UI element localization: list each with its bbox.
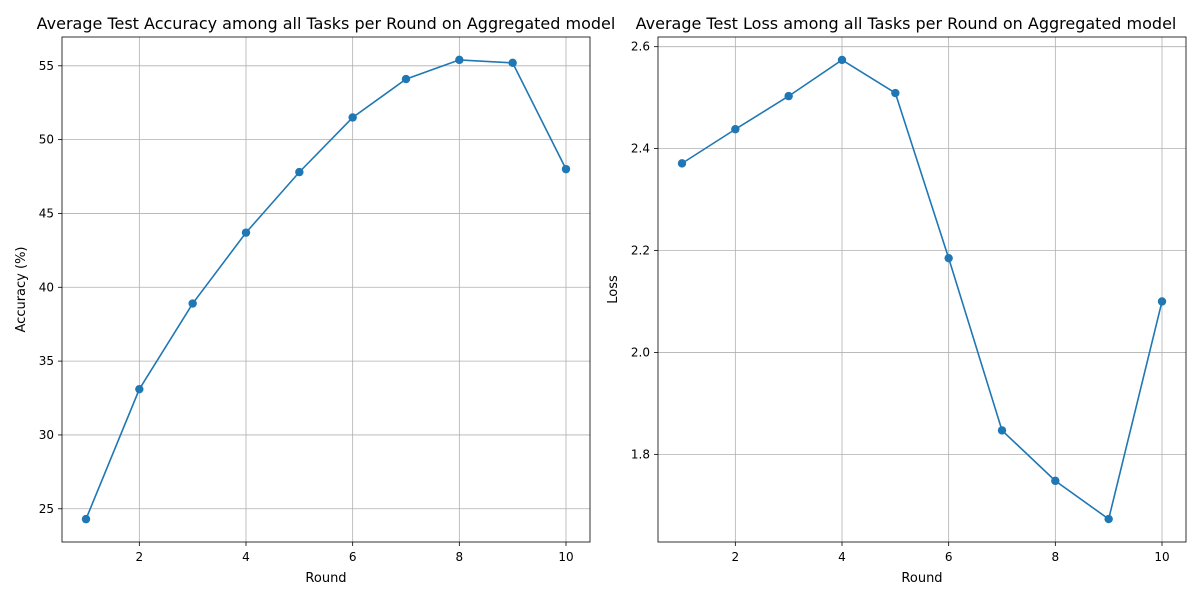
chart1-data-point-10 (561, 164, 571, 174)
chart2-x-tick-label-4: 10 (1154, 550, 1169, 564)
chart1-y-tick-label-3: 40 (39, 280, 54, 294)
chart1-data-point-2 (135, 384, 144, 394)
chart2-data-point-7 (997, 426, 1007, 435)
chart1-data-point-8 (455, 55, 464, 65)
chart1-x-tick-label-1: 4 (242, 550, 250, 564)
chart2-data-point-6 (944, 253, 953, 263)
chart1-data-point-7 (401, 74, 411, 84)
chart2-data-point-2 (731, 125, 740, 134)
chart2-y-tick-label-4: 2.6 (631, 40, 650, 54)
chart2-y-tick-label-3: 2.4 (631, 142, 650, 156)
chart1-series-line (85, 59, 567, 520)
chart1-data-point-4 (241, 228, 251, 237)
chart1-data-point-6 (348, 113, 357, 122)
chart2-group: 2 4 6 8 10 1.8 2.0 2.2 2.4 2.6 Average Test Loss a… (606, 14, 1187, 586)
chart1-x-tick-label-2: 6 (349, 550, 357, 564)
chart1-y-tick-label-6: 55 (39, 59, 54, 73)
chart1-y-tick-label-4: 45 (39, 206, 54, 220)
chart2-y-axis-label: Loss (606, 275, 621, 304)
chart2-x-tick-label-2: 6 (945, 550, 953, 564)
chart2-series-line (681, 58, 1163, 521)
chart2-x-tick-label-1: 4 (838, 550, 846, 564)
chart1-data-point-9 (508, 58, 517, 68)
chart2-data-point-10 (1157, 297, 1167, 306)
chart1-data-point-3 (188, 299, 197, 308)
chart2-data-point-3 (784, 91, 793, 101)
chart2-data-point-5 (891, 88, 900, 98)
chart2-data-point-8 (1051, 476, 1060, 486)
chart2-data-point-9 (1104, 514, 1113, 524)
chart1-y-tick-label-2: 35 (39, 354, 54, 368)
chart1-data-point-1 (81, 514, 91, 524)
chart2-y-tick-label-0: 1.8 (631, 447, 650, 461)
chart1-group: 2 4 6 8 10 25 30 35 40 45 50 55 Average Test Accurac… (14, 14, 615, 586)
chart2-x-tick-label-3: 8 (1052, 550, 1060, 564)
chart1-y-axis-label: Accuracy (%) (14, 247, 29, 333)
chart1-x-axis-label: Round (305, 571, 346, 586)
chart1-x-tick-label-3: 8 (456, 550, 464, 564)
chart2-data-point-1 (677, 159, 687, 168)
chart2-title: Average Test Loss among all Tasks per Ro… (636, 14, 1177, 33)
chart1-x-tick-label-0: 2 (136, 550, 144, 564)
chart1-y-tick-label-5: 50 (39, 133, 54, 147)
chart1-y-tick-label-1: 30 (39, 428, 54, 442)
chart1-y-tick-label-0: 25 (39, 502, 54, 516)
chart2-axes-frame (657, 36, 1187, 543)
chart2-data-point-4 (837, 55, 847, 65)
chart2-y-tick-label-1: 2.0 (631, 345, 650, 359)
chart2-y-tick-label-2: 2.2 (631, 244, 650, 258)
chart2-x-axis-label: Round (901, 571, 942, 586)
chart2-x-tick-label-0: 2 (732, 550, 740, 564)
chart1-axes-frame (61, 36, 591, 543)
chart1-title: Average Test Accuracy among all Tasks pe… (37, 14, 616, 33)
chart1-data-point-5 (295, 167, 304, 177)
chart1-x-tick-label-4: 10 (558, 550, 573, 564)
